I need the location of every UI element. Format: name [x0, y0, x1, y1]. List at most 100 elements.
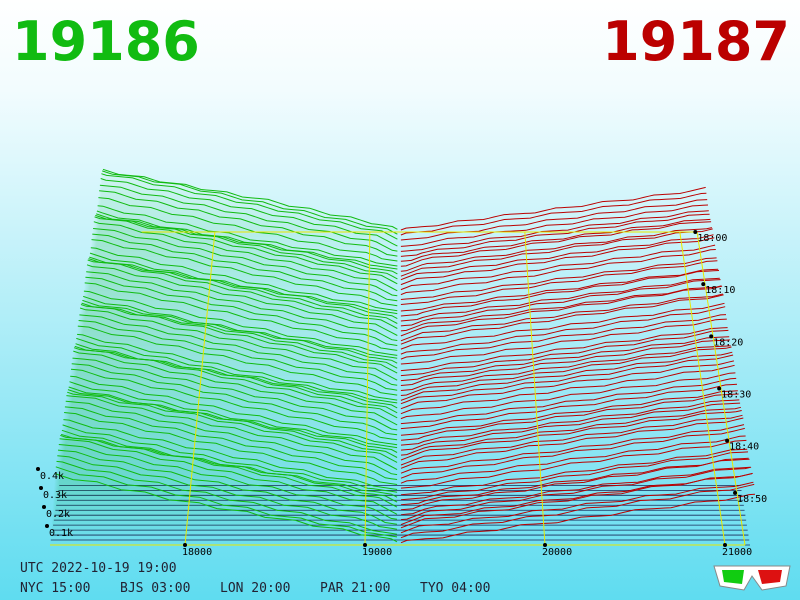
ask-depth-line — [400, 390, 738, 436]
ask-depth-line — [400, 336, 730, 382]
ask-depth-line — [400, 237, 715, 286]
ask-depth-line — [400, 377, 737, 425]
bid-depth-line — [73, 347, 398, 419]
bid-depth-line — [95, 213, 398, 275]
bid-depth-line — [70, 375, 398, 446]
bid-depth-line — [71, 363, 398, 436]
price-grid-line — [524, 231, 546, 546]
bid-depth-line — [79, 307, 398, 381]
ask-depth-line — [400, 393, 739, 441]
ask-depth-line — [400, 360, 735, 410]
bid-depth-line — [102, 170, 398, 235]
ask-depth-line — [400, 277, 720, 322]
ask-depth-line — [400, 448, 748, 496]
ask-depth-line — [400, 270, 720, 317]
bid-depth-line — [64, 406, 398, 480]
bid-depth-line — [80, 304, 398, 374]
bid-depth-line — [67, 389, 398, 458]
ask-depth-line — [400, 345, 731, 391]
bid-depth-line — [60, 434, 398, 508]
ask-depth-line — [400, 410, 742, 461]
bid-depth-line — [59, 438, 398, 515]
bid-depth-line — [98, 197, 398, 262]
ask-depth-line — [400, 204, 709, 247]
time-tick-label: 18:30 — [721, 390, 751, 401]
bid-depth-line — [79, 314, 398, 386]
ask-depth-line — [400, 483, 755, 539]
ask-depth-line — [400, 257, 717, 300]
bid-depth-line — [77, 333, 398, 401]
bid-depth-line — [93, 228, 398, 297]
ask-depth-line — [400, 372, 736, 420]
ask-depth-line — [400, 221, 712, 267]
price-grid-line — [364, 231, 371, 546]
bid-depth-line — [99, 190, 398, 257]
bid-depth-line — [97, 205, 398, 267]
price-tick-label: 20000 — [542, 547, 572, 558]
bid-depth-line — [89, 256, 398, 320]
bid-depth-line — [74, 345, 398, 414]
bid-depth-line — [93, 221, 398, 292]
price-tick-label: 21000 — [722, 547, 752, 558]
ask-depth-line — [400, 213, 710, 257]
time-tick — [725, 438, 730, 443]
depth-tick — [36, 467, 40, 471]
bid-depth-line — [72, 357, 398, 431]
ask-depth-line — [400, 451, 749, 501]
price-tick — [723, 543, 727, 547]
world-clock: BJS 03:00 — [120, 581, 190, 596]
time-tick-label: 18:40 — [729, 442, 759, 453]
bid-depth-line — [77, 325, 398, 396]
ask-depth-line — [400, 210, 709, 252]
bid-depth-line — [66, 395, 398, 471]
ask-depth-line — [400, 329, 729, 377]
ask-depth-line — [400, 260, 718, 305]
bid-depth-line — [57, 449, 398, 525]
bid-depth-line — [67, 391, 398, 463]
bid-depth-line — [69, 381, 398, 449]
ask-depth-line — [400, 417, 744, 469]
depth-tick — [45, 524, 49, 528]
ask-depth-line — [400, 318, 727, 365]
ask-depth-line — [400, 383, 738, 430]
world-clock: NYC 15:00 — [20, 581, 90, 596]
bid-depth-line — [57, 455, 398, 530]
ask-depth-line — [400, 293, 724, 342]
depth-tick-label: 0.2k — [46, 509, 70, 520]
ask-depth-line — [400, 472, 753, 529]
ask-depth-line — [400, 457, 749, 506]
bid-depth-line — [82, 299, 398, 364]
ask-depth-line — [400, 351, 733, 401]
time-tick — [709, 334, 714, 339]
depth-tick — [42, 505, 46, 509]
axes: 18000 19000 20000 21000 0.1k 0.2k 0.3k 0.4k 18:0… — [36, 230, 767, 558]
ask-depth-line — [400, 244, 716, 291]
bid-depth-line — [55, 466, 398, 538]
ask-depth-line — [400, 227, 713, 272]
ask-depth-line — [400, 314, 727, 360]
ask-depth-line — [400, 294, 724, 345]
bid-depth-line — [99, 184, 398, 252]
bid-depth-line — [58, 444, 398, 520]
world-clock: PAR 21:00 — [320, 581, 390, 596]
bid-depth-line — [95, 214, 398, 280]
bid-depth-line — [88, 258, 398, 324]
world-clock: TYO 04:00 — [420, 581, 490, 596]
bid-depth-line — [84, 282, 398, 351]
bid-depth-line — [101, 173, 398, 240]
bid-depth-line — [62, 424, 398, 493]
time-tick — [717, 386, 722, 391]
ask-depth-line — [400, 279, 721, 327]
bid-depth-line — [86, 271, 398, 341]
time-tick — [701, 282, 706, 287]
price-grid-line — [184, 231, 216, 546]
bid-depth-line — [64, 412, 398, 485]
ask-depth-line — [400, 458, 750, 511]
price-tick-label: 18000 — [182, 547, 212, 558]
ask-depth-line — [400, 339, 730, 386]
bid-depth-line — [78, 320, 398, 391]
bid-depth-line — [76, 337, 398, 404]
ask-depth-line — [400, 228, 713, 277]
bid-depth-line — [83, 290, 398, 356]
